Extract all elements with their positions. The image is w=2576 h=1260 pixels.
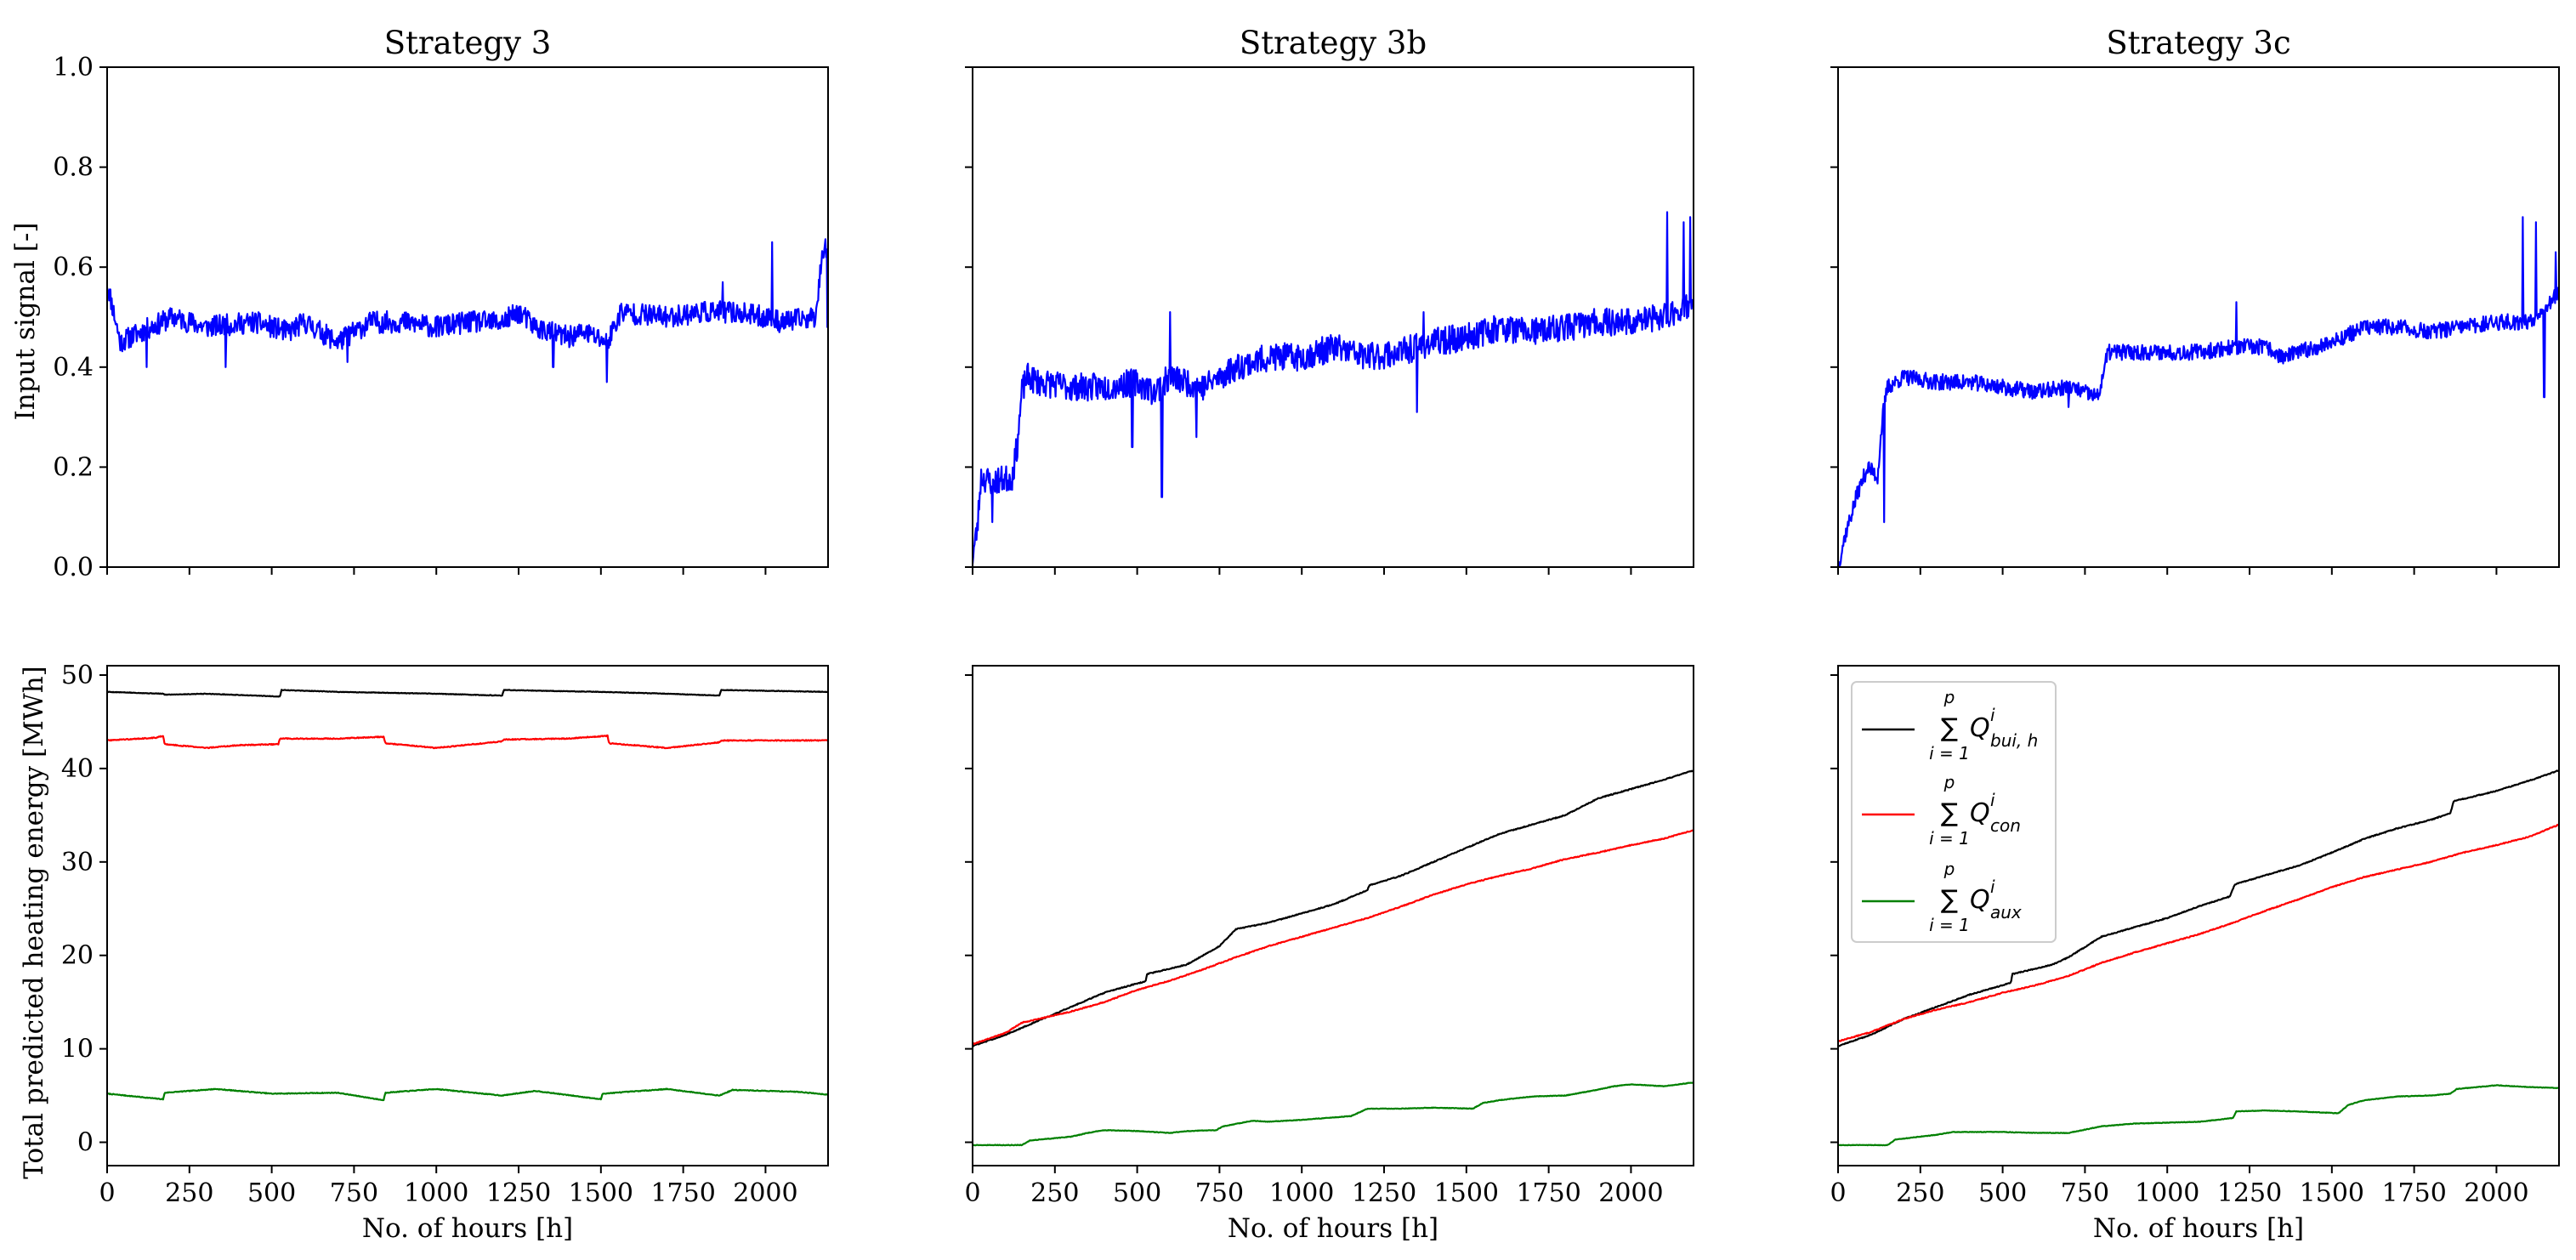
legend-sub: i = 1 — [1929, 915, 1970, 935]
legend-q-sup: i — [1990, 790, 1995, 810]
x-axis-label: No. of hours [h] — [2093, 1213, 2304, 1244]
x-tick-label: 1250 — [486, 1178, 551, 1208]
x-tick-label: 1250 — [2217, 1178, 2282, 1208]
legend-sup: p — [1943, 772, 1955, 792]
panel-5: 0 250 500 750 1000 1250 1500 1750 2000 No. of hou… — [964, 665, 1694, 1244]
y-tick-label: 0.0 — [53, 553, 94, 582]
legend-sum: ∑ — [1941, 885, 1958, 915]
legend-q: Q — [1970, 713, 1990, 743]
legend-sub: i = 1 — [1929, 743, 1970, 763]
x-axis-label: No. of hours [h] — [1228, 1213, 1438, 1244]
x-tick-label: 1500 — [2300, 1178, 2364, 1208]
y-tick-label: 30 — [61, 848, 94, 877]
y-tick-label: 0.2 — [53, 452, 94, 482]
series-line-q-bui-h — [1838, 769, 2559, 1047]
panel-3: Strategy 3c — [1830, 25, 2560, 575]
y-tick-label: 0.4 — [53, 353, 94, 383]
series-line-q-con — [973, 829, 1694, 1046]
legend-sup: p — [1943, 687, 1955, 707]
panel-6: 0 250 500 750 1000 1250 1500 1750 2000 No. of hou… — [1830, 665, 2560, 1244]
panel-2: Strategy 3b — [965, 25, 1694, 575]
legend-q-sup: i — [1990, 877, 1995, 897]
legend-q-sub: con — [1990, 815, 2021, 836]
x-tick-label: 250 — [1030, 1178, 1079, 1208]
x-axis-label: No. of hours [h] — [362, 1213, 573, 1244]
x-tick-label: 0 — [964, 1178, 980, 1208]
x-tick-label: 2000 — [733, 1178, 797, 1208]
x-tick-label: 0 — [1830, 1178, 1846, 1208]
x-tick-label: 1500 — [1434, 1178, 1499, 1208]
x-tick-label: 1000 — [1269, 1178, 1334, 1208]
y-tick-label: 50 — [61, 661, 94, 690]
panel-title: Strategy 3 — [384, 25, 552, 61]
axes-frame — [1837, 665, 2560, 1166]
panel-title: Strategy 3b — [1240, 25, 1427, 61]
legend: p ∑ i = 1 Q i bui, h p ∑ i = 1 Q i con p… — [1851, 681, 2057, 943]
series-line-q-con — [1838, 823, 2559, 1043]
x-tick-label: 1750 — [650, 1178, 715, 1208]
x-tick-label: 2000 — [1598, 1178, 1663, 1208]
legend-q-sub: aux — [1990, 902, 2022, 922]
y-tick-label: 0 — [77, 1128, 94, 1158]
series-line-q-con — [107, 734, 828, 750]
x-tick-label: 0 — [99, 1178, 115, 1208]
axes-frame — [972, 66, 1694, 568]
x-tick-label: 1750 — [1516, 1178, 1580, 1208]
x-tick-label: 500 — [1978, 1178, 2027, 1208]
x-tick-label: 2000 — [2464, 1178, 2528, 1208]
legend-q: Q — [1970, 885, 1990, 915]
x-tick-label: 250 — [165, 1178, 213, 1208]
legend-q-sub: bui, h — [1990, 730, 2038, 751]
x-tick-label: 1000 — [2135, 1178, 2199, 1208]
x-tick-label: 500 — [1113, 1178, 1161, 1208]
legend-q: Q — [1970, 798, 1990, 828]
series-line-input-signal — [1838, 216, 2559, 567]
axes-frame — [972, 665, 1694, 1166]
x-tick-label: 750 — [1195, 1178, 1244, 1208]
series-line-q-bui-h — [973, 769, 1694, 1047]
x-tick-label: 1500 — [569, 1178, 633, 1208]
panels: 0.0 0.2 0.4 0.6 0.8 1.0 Strategy 3 Strategy 3b S… — [53, 25, 2560, 1244]
ylabel-bottom: Total predicted heating energy [MWh] — [19, 666, 49, 1179]
panel-1: 0.0 0.2 0.4 0.6 0.8 1.0 Strategy 3 — [53, 25, 829, 582]
y-tick-label: 40 — [61, 754, 94, 784]
y-tick-label: 0.6 — [53, 253, 94, 282]
series-line-input-signal — [107, 238, 828, 383]
legend-sup: p — [1943, 859, 1955, 879]
y-tick-label: 20 — [61, 941, 94, 971]
legend-entry-aux: p ∑ i = 1 Q i aux — [1862, 859, 2022, 935]
x-tick-label: 500 — [247, 1178, 296, 1208]
series-line-q-bui-h — [107, 689, 828, 698]
x-tick-label: 750 — [2061, 1178, 2109, 1208]
y-tick-label: 0.8 — [53, 153, 94, 183]
x-tick-label: 250 — [1896, 1178, 1944, 1208]
x-tick-label: 1000 — [404, 1178, 468, 1208]
y-tick-label: 1.0 — [53, 53, 94, 82]
y-tick-label: 10 — [61, 1035, 94, 1064]
series-line-q-aux — [107, 1087, 828, 1102]
legend-sum: ∑ — [1941, 713, 1958, 743]
axes-frame — [1837, 66, 2560, 568]
panel-title: Strategy 3c — [2106, 25, 2290, 61]
axes-frame — [106, 665, 829, 1166]
axes-frame — [106, 66, 829, 568]
legend-q-sup: i — [1990, 705, 1995, 725]
legend-entry-con: p ∑ i = 1 Q i con — [1862, 772, 2021, 849]
legend-entry-bui-h: p ∑ i = 1 Q i bui, h — [1862, 687, 2038, 763]
legend-frame — [1851, 681, 2057, 943]
legend-sub: i = 1 — [1929, 828, 1970, 849]
legend-sum: ∑ — [1941, 798, 1958, 828]
x-tick-label: 1750 — [2381, 1178, 2446, 1208]
series-line-q-aux — [973, 1081, 1694, 1147]
x-tick-label: 750 — [330, 1178, 378, 1208]
series-line-q-aux — [1838, 1084, 2559, 1147]
ylabel-top: Input signal [-] — [10, 223, 41, 421]
series-line-input-signal — [973, 211, 1694, 565]
panel-4: 0 250 500 750 1000 1250 1500 1750 2000 0 10 20 30 40 5… — [61, 661, 829, 1244]
x-tick-label: 1250 — [1352, 1178, 1416, 1208]
